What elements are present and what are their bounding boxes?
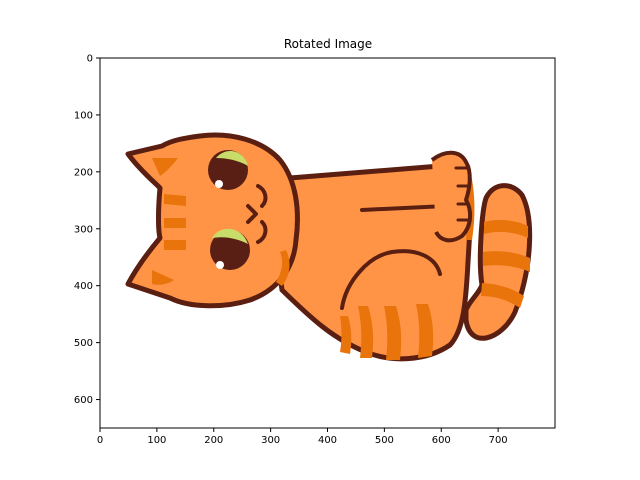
cat-eye-bottom <box>210 228 250 270</box>
x-tick-label: 400 <box>318 435 337 446</box>
y-tick-label: 500 <box>74 338 93 349</box>
x-tick-label: 200 <box>204 435 223 446</box>
x-tick-label: 0 <box>97 435 103 446</box>
cat-head <box>125 132 300 309</box>
x-tick-label: 700 <box>489 435 508 446</box>
cat-tail <box>463 183 533 341</box>
y-tick-label: 200 <box>74 167 93 178</box>
chart-title: Rotated Image <box>284 37 372 51</box>
y-tick-label: 0 <box>87 54 93 65</box>
cat-eye-top <box>208 150 248 190</box>
y-tick-label: 100 <box>74 110 93 121</box>
x-tick-label: 600 <box>432 435 451 446</box>
cat-body <box>276 150 475 362</box>
x-axis: 0 100 200 300 400 500 600 700 <box>97 428 508 446</box>
y-axis: 0 100 200 300 400 500 600 <box>74 54 100 406</box>
y-tick-label: 600 <box>74 395 93 406</box>
rotated-cat-image <box>125 132 533 362</box>
x-tick-label: 300 <box>261 435 280 446</box>
x-tick-label: 500 <box>375 435 394 446</box>
y-tick-label: 300 <box>74 224 93 235</box>
y-tick-label: 400 <box>74 281 93 292</box>
x-tick-label: 100 <box>147 435 166 446</box>
